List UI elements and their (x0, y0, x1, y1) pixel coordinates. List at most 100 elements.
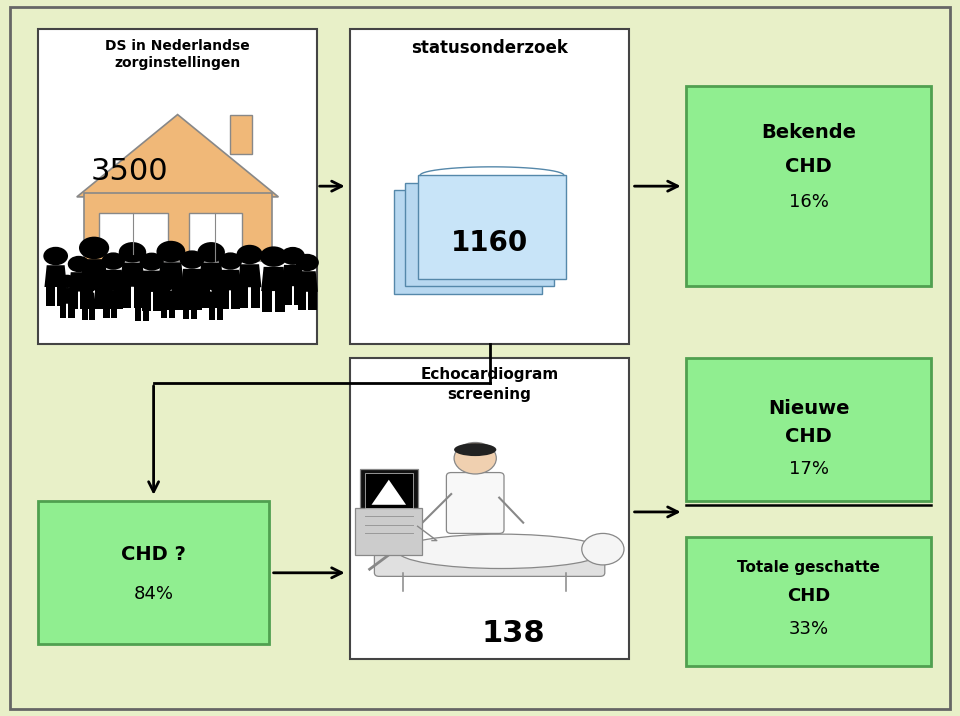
Polygon shape (103, 290, 118, 305)
Polygon shape (169, 304, 175, 318)
Polygon shape (157, 262, 184, 288)
Polygon shape (220, 270, 241, 291)
Polygon shape (221, 289, 229, 309)
Polygon shape (77, 115, 278, 197)
Polygon shape (153, 291, 161, 311)
FancyBboxPatch shape (374, 553, 605, 576)
Text: 138: 138 (482, 619, 545, 648)
Polygon shape (231, 289, 240, 309)
Polygon shape (69, 272, 88, 291)
Polygon shape (239, 286, 249, 308)
Polygon shape (212, 286, 223, 308)
Polygon shape (372, 480, 406, 505)
Text: 33%: 33% (789, 619, 828, 638)
FancyBboxPatch shape (189, 213, 242, 261)
FancyBboxPatch shape (38, 501, 269, 644)
Circle shape (80, 280, 97, 293)
Polygon shape (60, 303, 66, 318)
Polygon shape (111, 304, 117, 319)
Polygon shape (159, 286, 170, 310)
Polygon shape (81, 293, 96, 307)
Polygon shape (89, 306, 95, 320)
Circle shape (68, 256, 89, 272)
Polygon shape (104, 304, 109, 319)
Circle shape (198, 242, 225, 263)
Polygon shape (209, 306, 215, 320)
Polygon shape (141, 271, 162, 292)
Polygon shape (275, 290, 285, 312)
Polygon shape (217, 306, 223, 320)
Text: 3500: 3500 (91, 158, 168, 186)
Circle shape (236, 245, 263, 264)
FancyBboxPatch shape (350, 29, 629, 344)
Polygon shape (160, 291, 176, 305)
Polygon shape (172, 286, 182, 310)
Circle shape (180, 251, 204, 268)
Text: Bekende: Bekende (761, 123, 856, 142)
Polygon shape (294, 286, 302, 305)
Polygon shape (120, 263, 145, 287)
Text: DS in Nederlandse
zorginstellingen: DS in Nederlandse zorginstellingen (106, 39, 250, 69)
Text: CHD ?: CHD ? (121, 546, 186, 564)
Text: CHD: CHD (787, 586, 830, 605)
Polygon shape (57, 286, 66, 306)
FancyBboxPatch shape (686, 86, 931, 286)
Text: Totale geschatte: Totale geschatte (737, 561, 880, 575)
Circle shape (280, 247, 305, 265)
Polygon shape (283, 286, 292, 305)
Polygon shape (95, 285, 107, 309)
Text: CHD: CHD (785, 157, 832, 175)
FancyBboxPatch shape (405, 183, 554, 286)
Text: statusonderzoek: statusonderzoek (411, 39, 568, 57)
FancyBboxPatch shape (99, 213, 168, 254)
Polygon shape (238, 264, 261, 287)
Polygon shape (45, 286, 55, 306)
Text: 1160: 1160 (451, 229, 528, 258)
FancyBboxPatch shape (446, 473, 504, 533)
Circle shape (133, 278, 151, 291)
Polygon shape (183, 304, 189, 319)
Circle shape (260, 246, 287, 267)
Text: Echocardiogram
screening: Echocardiogram screening (420, 367, 559, 402)
Circle shape (156, 241, 185, 262)
Polygon shape (114, 289, 123, 309)
Polygon shape (297, 271, 318, 292)
Polygon shape (261, 267, 286, 291)
Polygon shape (180, 268, 204, 291)
Polygon shape (262, 290, 273, 312)
Polygon shape (103, 270, 124, 291)
Polygon shape (142, 291, 151, 311)
Polygon shape (251, 286, 260, 308)
FancyBboxPatch shape (686, 358, 931, 501)
Circle shape (119, 242, 146, 263)
FancyBboxPatch shape (38, 29, 317, 344)
Circle shape (102, 277, 119, 290)
Polygon shape (133, 286, 144, 308)
Circle shape (296, 253, 319, 271)
Circle shape (43, 247, 68, 265)
Polygon shape (200, 286, 210, 308)
Polygon shape (298, 291, 306, 310)
Polygon shape (181, 290, 191, 310)
Ellipse shape (454, 443, 496, 456)
Polygon shape (208, 291, 224, 306)
Polygon shape (60, 288, 75, 304)
Polygon shape (199, 263, 224, 287)
FancyBboxPatch shape (84, 193, 272, 261)
FancyBboxPatch shape (365, 473, 413, 508)
Polygon shape (82, 306, 87, 320)
Circle shape (219, 252, 242, 270)
FancyBboxPatch shape (230, 115, 252, 154)
Polygon shape (134, 306, 141, 321)
Circle shape (181, 277, 199, 290)
Circle shape (582, 533, 624, 565)
FancyBboxPatch shape (355, 508, 422, 555)
FancyBboxPatch shape (686, 537, 931, 666)
Polygon shape (143, 306, 150, 321)
Polygon shape (68, 303, 75, 318)
Circle shape (207, 279, 225, 291)
Polygon shape (308, 291, 317, 310)
Polygon shape (193, 290, 203, 310)
Text: 17%: 17% (789, 460, 828, 478)
Polygon shape (191, 304, 197, 319)
